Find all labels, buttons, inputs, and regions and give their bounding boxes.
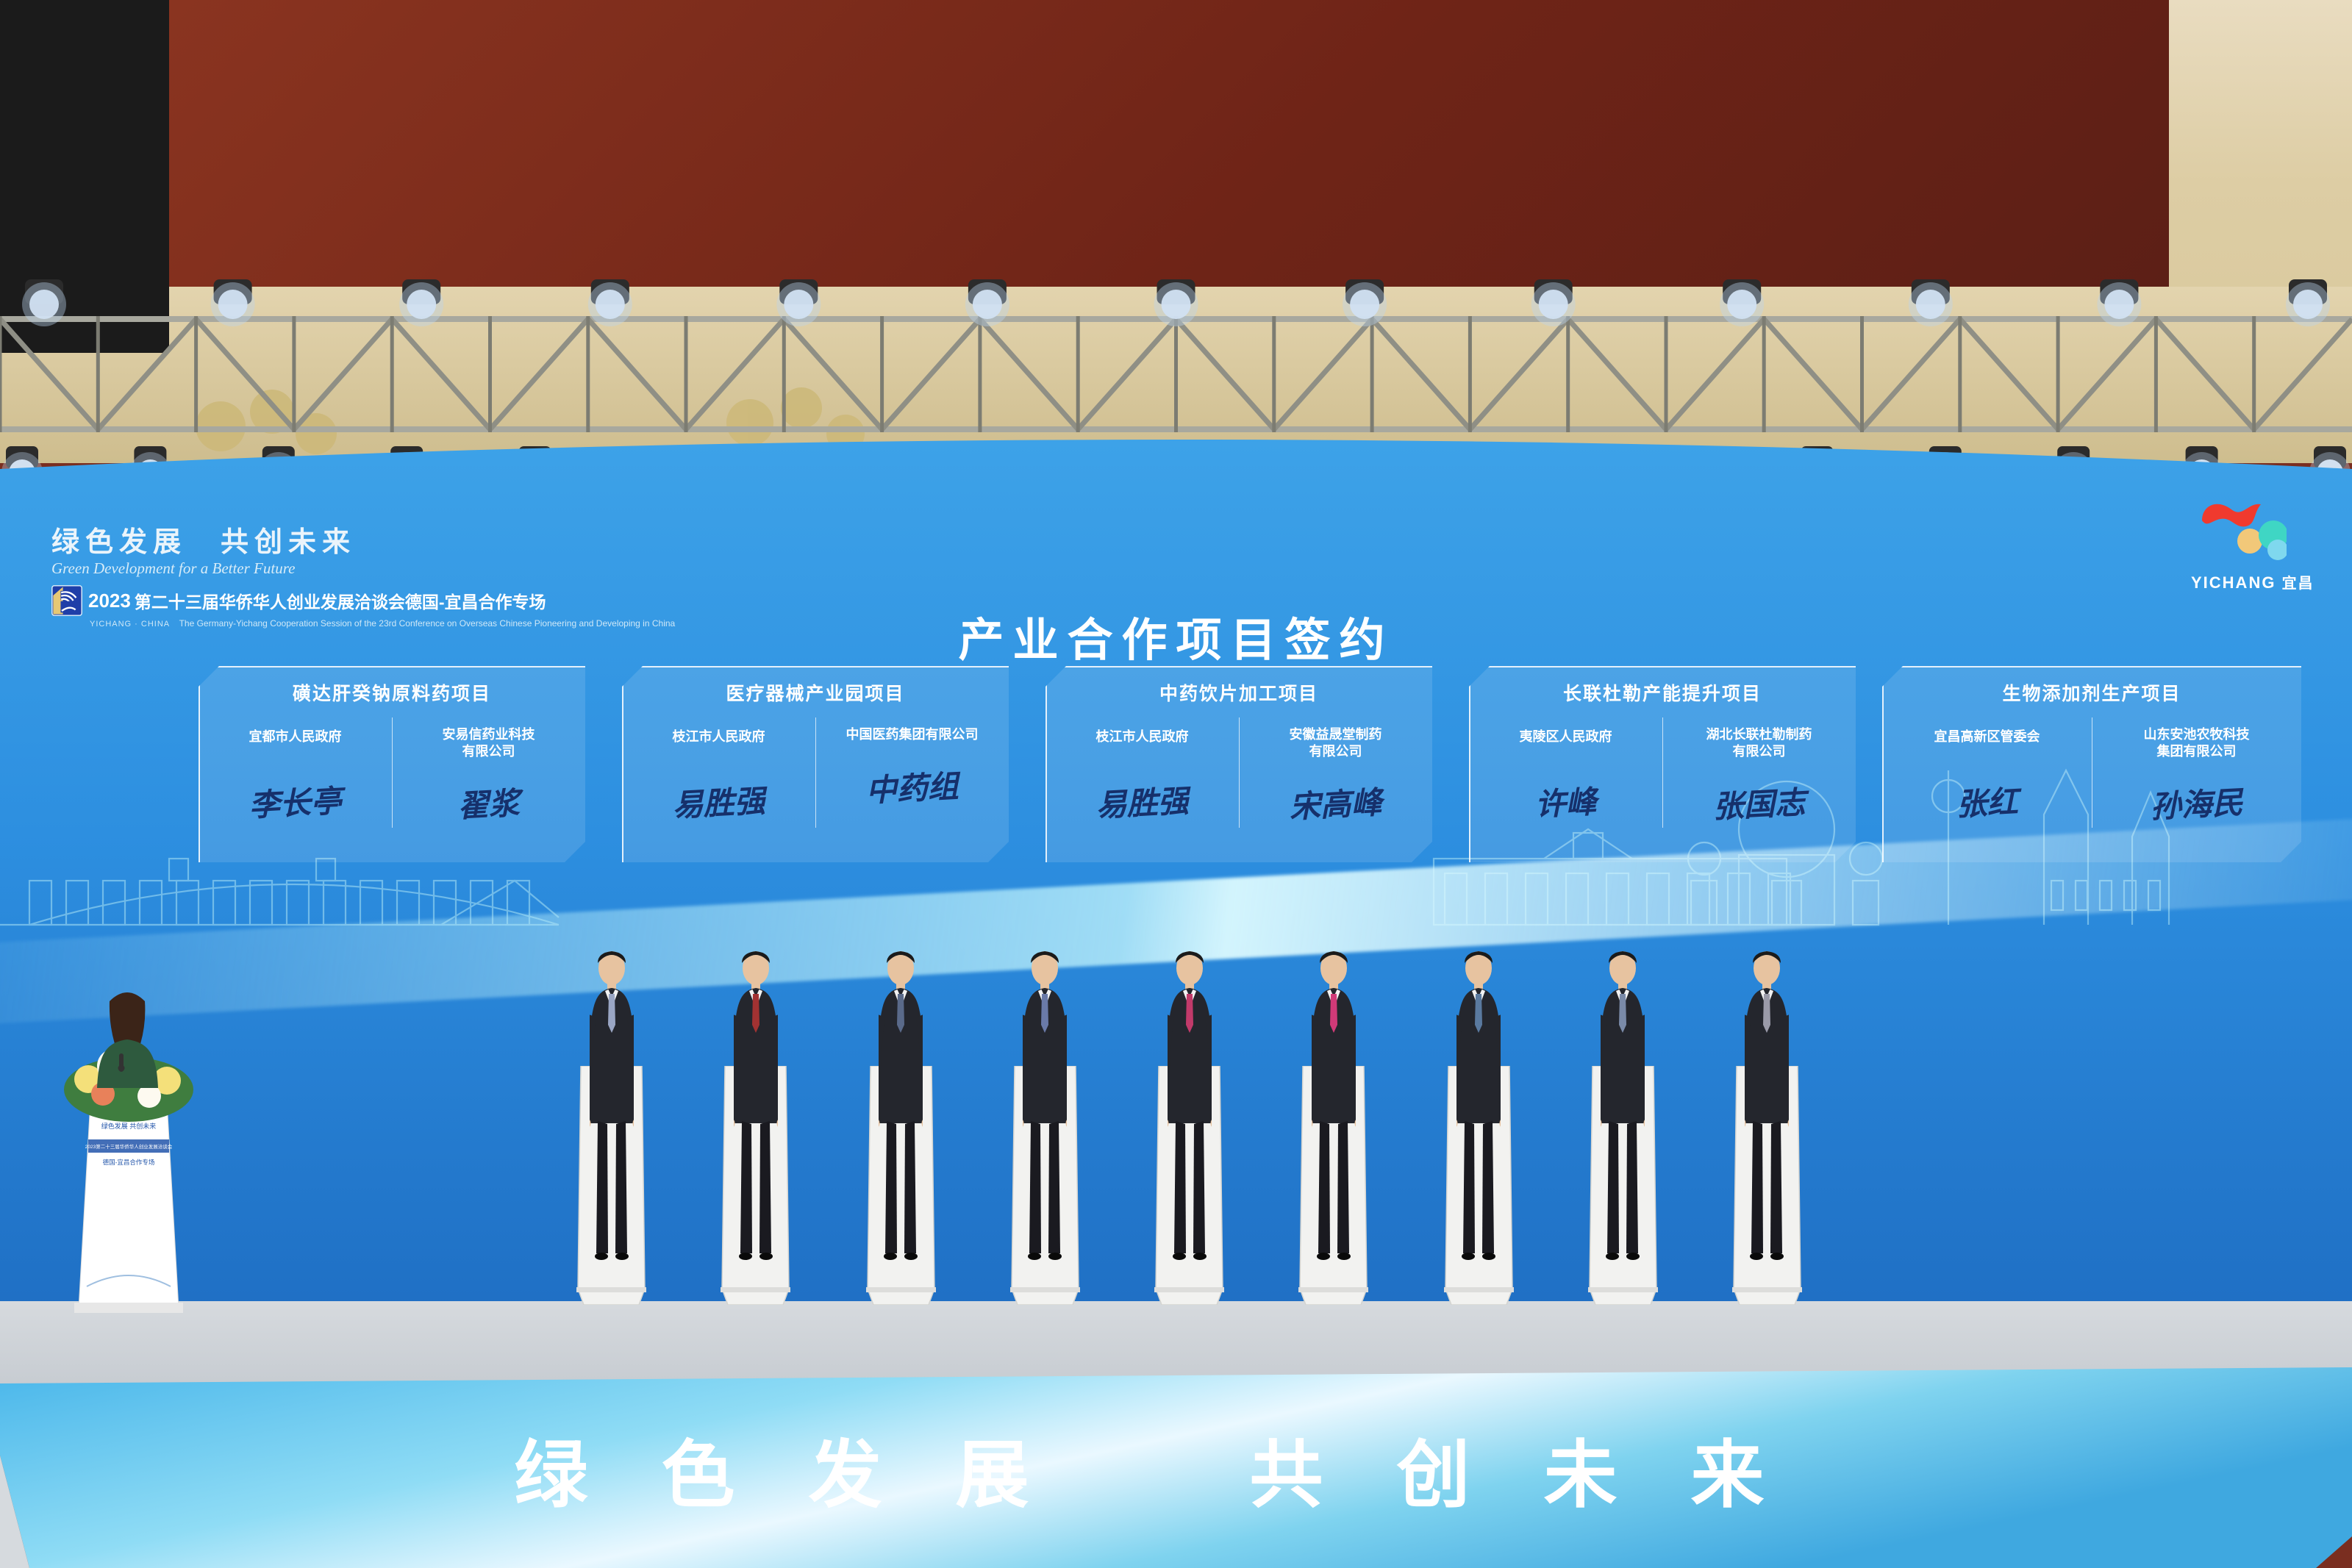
svg-text:绿色发展 共创未来: 绿色发展 共创未来 (101, 1122, 157, 1130)
svg-text:德国-宜昌合作专场: 德国-宜昌合作专场 (103, 1159, 155, 1166)
svg-text:2023第二十三届华侨华人创业发展洽谈会: 2023第二十三届华侨华人创业发展洽谈会 (85, 1143, 173, 1150)
